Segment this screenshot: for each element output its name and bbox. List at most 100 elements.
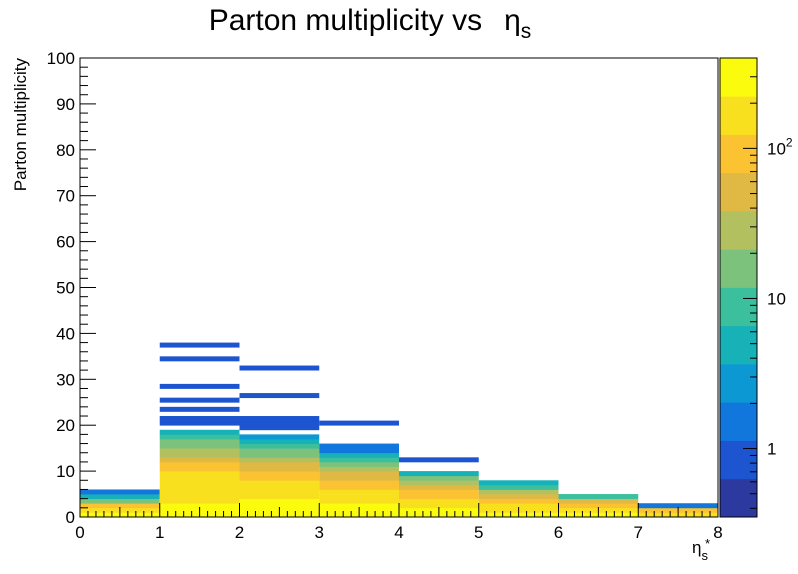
color-bar-label: 10 [767, 289, 786, 308]
heatmap-cell [319, 452, 399, 458]
heatmap-cell [319, 480, 399, 486]
heatmap-cell [478, 480, 559, 486]
x-tick-label: 1 [155, 523, 164, 542]
heatmap-cell [239, 471, 320, 477]
color-bar-segment [720, 478, 757, 518]
y-tick-label: 50 [56, 279, 75, 298]
heatmap-cell [319, 443, 399, 449]
x-tick-label: 6 [554, 523, 563, 542]
color-bar-label: 102 [767, 135, 793, 158]
x-axis-title: ηs* [692, 536, 710, 563]
heatmap-cell [159, 397, 240, 403]
y-tick-label: 80 [56, 141, 75, 160]
heatmap-cell [558, 494, 639, 500]
heatmap-cell [399, 489, 479, 495]
heatmap-cell [319, 448, 399, 454]
heatmap-cell [319, 489, 399, 495]
heatmap-cell [239, 498, 320, 504]
y-tick-labels: 0 10 20 30 40 50 60 70 80 90 100 [47, 49, 75, 527]
heatmap-cell [638, 503, 718, 509]
heatmap-cell [239, 457, 320, 463]
heatmap-cell [159, 480, 240, 486]
heatmap-cell [239, 425, 320, 431]
heatmap-cell [159, 461, 240, 467]
y-tick-label: 10 [56, 462, 75, 481]
x-tick-label: 8 [713, 523, 722, 542]
heatmap-cell [399, 471, 479, 477]
y-tick-label: 0 [66, 508, 75, 527]
heatmap-cell [239, 416, 320, 422]
x-tick-label: 5 [474, 523, 483, 542]
heatmap-cell [80, 498, 160, 504]
chart-title-symbol: η [504, 4, 521, 37]
heatmap-cell [478, 484, 559, 490]
heatmap-cell [239, 475, 320, 481]
heatmap-cell [239, 494, 320, 500]
heatmap-cell [239, 489, 320, 495]
heatmap-cell [319, 461, 399, 467]
heatmap-cell [239, 438, 320, 444]
heatmap-cell [239, 480, 320, 486]
color-bar-segment [720, 58, 757, 97]
heatmap-cell [159, 494, 240, 500]
heatmap-cell [319, 475, 399, 481]
heatmap-cell [399, 503, 479, 509]
y-tick-label: 100 [47, 49, 75, 68]
heatmap-cell [239, 365, 320, 371]
heatmap-cell [319, 494, 399, 500]
heatmap-cell [319, 498, 399, 504]
heatmap-cell [159, 443, 240, 449]
chart-title-text: Parton multiplicity vs [209, 4, 482, 37]
x-tick-label: 4 [394, 523, 403, 542]
heatmap-cell [239, 393, 320, 399]
heatmap-cell [399, 484, 479, 490]
x-tick-label: 7 [634, 523, 643, 542]
heatmap-cell [319, 466, 399, 472]
x-tick-label: 0 [75, 523, 84, 542]
color-bar [720, 58, 757, 518]
y-tick-label: 70 [56, 187, 75, 206]
color-bar-segment [720, 172, 757, 212]
color-bar-segment [720, 96, 757, 135]
color-bar-segment [720, 402, 757, 441]
heatmap-cell [159, 429, 240, 435]
heatmap-cell [159, 457, 240, 463]
heatmap-cell [239, 443, 320, 449]
color-bar-segment [720, 249, 757, 288]
heatmap-cell [159, 475, 240, 481]
color-bar-frame [719, 57, 758, 518]
heatmap-cell [399, 480, 479, 486]
color-bar-segment [720, 364, 757, 403]
heatmap-cell [159, 383, 240, 389]
heatmap-cell [478, 494, 559, 500]
y-tick-label: 90 [56, 95, 75, 114]
heatmap-cell [319, 457, 399, 463]
x-tick-label: 2 [235, 523, 244, 542]
heatmap-cell [399, 498, 479, 504]
heatmap-cell [159, 471, 240, 477]
color-bar-segment [720, 211, 757, 250]
y-axis-title: Parton multiplicity [11, 58, 30, 192]
color-bar-segment [720, 440, 757, 480]
color-bar-ticks [743, 57, 757, 509]
heatmap-cell [159, 434, 240, 440]
heatmap-cell [239, 420, 320, 426]
y-tick-label: 60 [56, 233, 75, 252]
color-bar-segment [720, 287, 757, 327]
heatmap-cell [80, 489, 160, 495]
plot-frame [79, 57, 719, 518]
color-bar-segment [720, 134, 757, 174]
heatmap-cell [478, 498, 559, 504]
heatmap-cell [319, 503, 399, 509]
chart-title-subscript: s [521, 20, 532, 43]
heatmap-cell [159, 484, 240, 490]
heatmap-cell [558, 498, 639, 504]
color-bar-labels: 1 10 102 [767, 135, 793, 458]
heatmap-cell [399, 475, 479, 481]
x-axis-title-superscript: * [705, 536, 710, 551]
heatmap-cell [159, 489, 240, 495]
heatmap-cell [159, 452, 240, 458]
x-axis-title-symbol: η [692, 538, 701, 557]
heatmap-cell [478, 489, 559, 495]
heatmap-cell [239, 466, 320, 472]
